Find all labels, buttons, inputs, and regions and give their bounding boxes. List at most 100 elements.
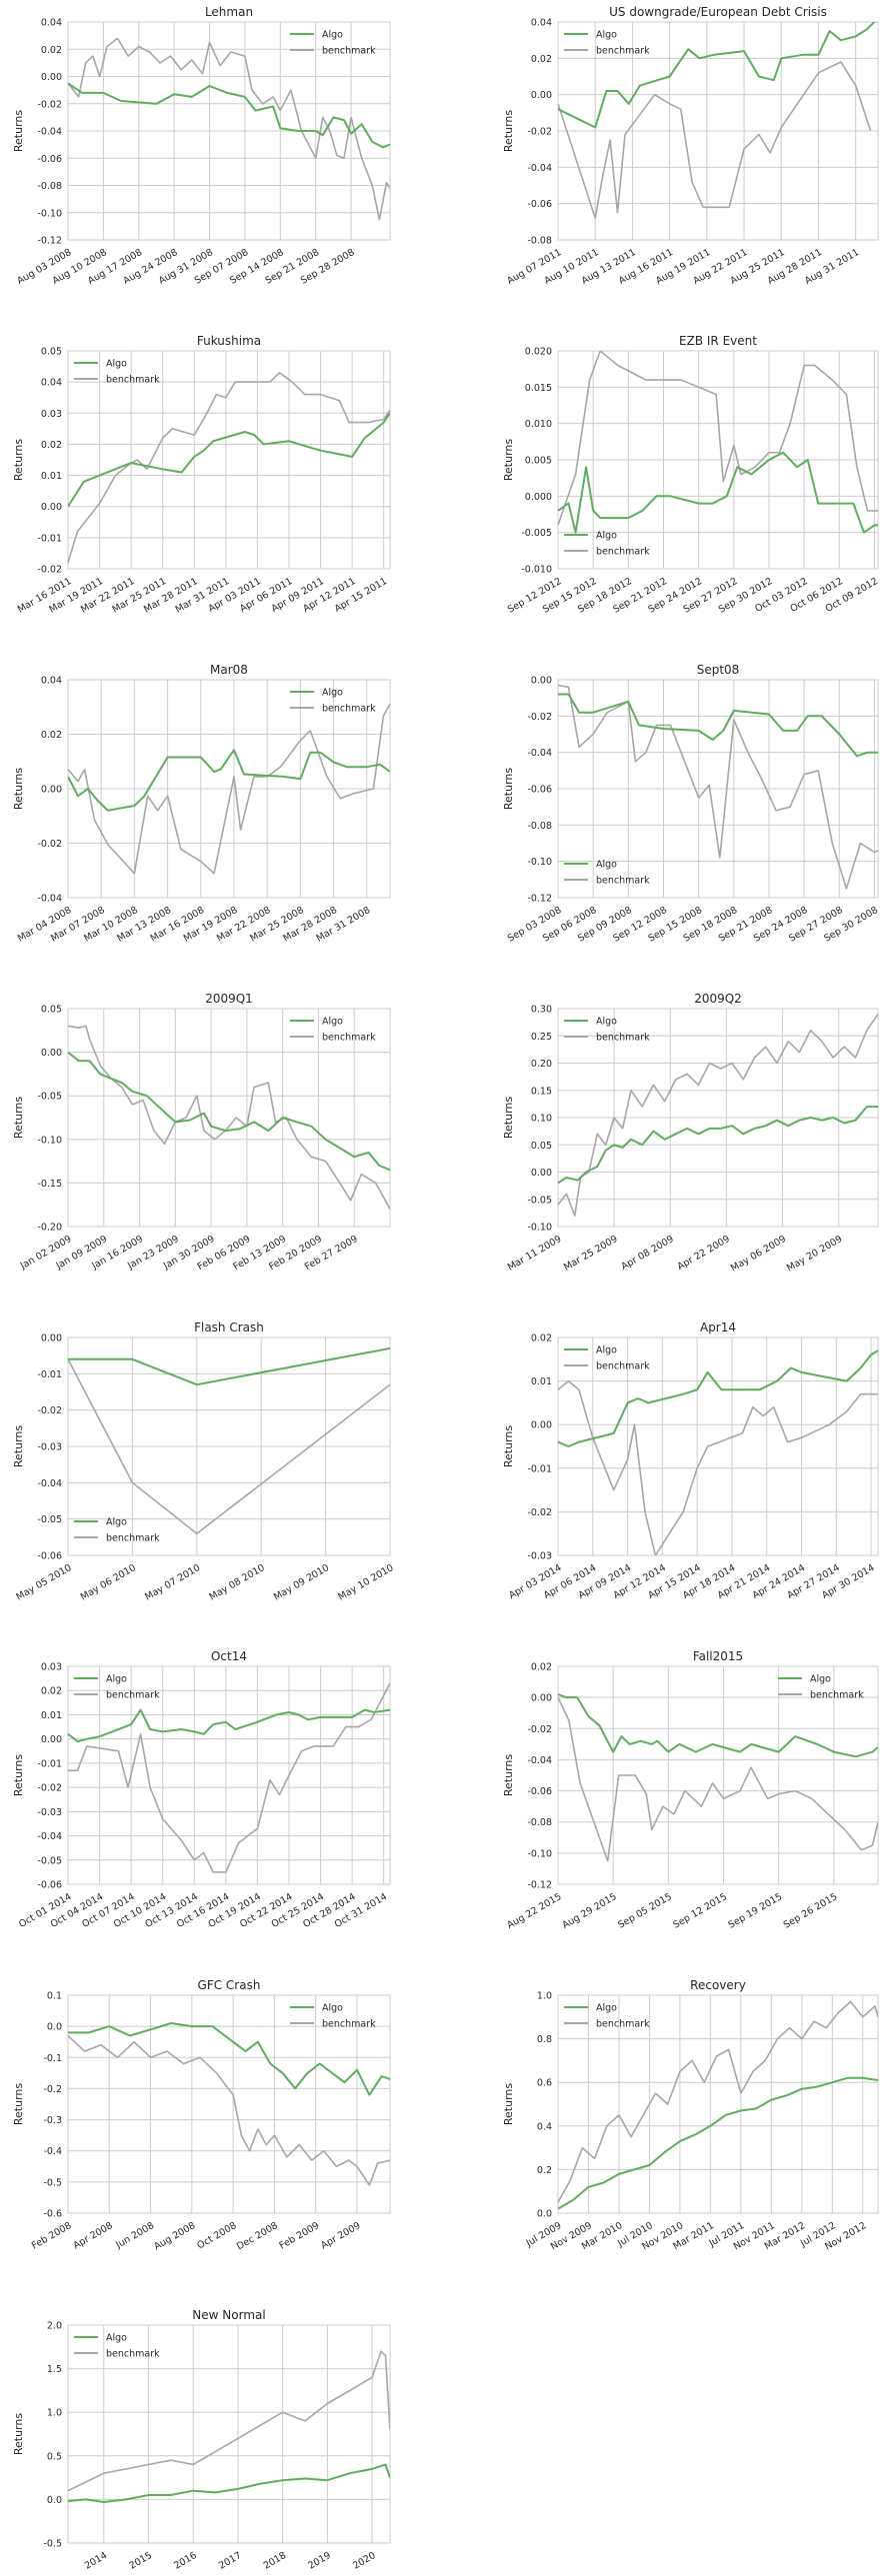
y-tick-label: 0.00 [41,1734,62,1745]
legend-label: Algo [322,2003,343,2014]
legend: Algo benchmark [778,1674,864,1701]
x-tick-label: May 06 2009 [729,1234,788,1275]
y-tick-label: 1.5 [47,2364,62,2375]
x-tick-label: Mar 25 2009 [562,1234,620,1274]
y-tick-label: -0.08 [527,236,552,247]
x-tick-label: Dec 2008 [235,2220,280,2252]
y-tick-label: 0.5 [47,2451,62,2462]
y-tick-label: 0.02 [531,1662,552,1673]
y-tick-label: -0.5 [43,2177,62,2188]
y-tick-label: -0.10 [37,208,62,219]
legend-label: benchmark [810,1690,864,1701]
chart-title: Lehman [205,5,253,19]
y-tick-label: 0.00 [41,502,62,513]
x-tick-label: May 05 2010 [14,1562,73,1603]
algo-series-line [68,1346,390,1386]
legend-label: Algo [596,30,617,41]
y-axis-label: Returns [12,2413,25,2456]
chart-title: Oct14 [211,1649,247,1663]
chart-panel: GFC Crash0.10.0-0.1-0.2-0.3-0.4-0.5-0.6F… [12,1978,391,2252]
legend-label: benchmark [596,2019,650,2030]
chart-title: Fall2015 [693,1649,743,1663]
y-tick-label: -0.10 [527,857,552,868]
chart-panel: 2009Q2 0.30 0.25 0.20 0.15 0.10 0.05 0.00 -0.05 -… [502,992,879,1275]
y-axis-label: Returns [12,768,25,811]
y-tick-label: 0.1 [47,1991,62,2002]
y-tick-label: -0.06 [527,1786,552,1797]
algo-series-line [68,2022,390,2096]
y-tick-label: -0.02 [37,565,62,576]
x-tick-label: Apr 2008 [71,2220,114,2251]
y-tick-label: -0.02 [37,1405,62,1416]
x-tick-label: Mar 11 2009 [506,1234,564,1274]
y-tick-label: 0.8 [537,2034,552,2045]
x-tick-label: Mar 04 2008 [16,905,74,945]
x-tick-label: Apr 2009 [319,2220,362,2251]
y-tick-label: 0.02 [41,45,62,56]
y-tick-label: 0.6 [537,2078,552,2089]
algo-series-line [558,1693,878,1758]
x-tick-label: 2016 [172,2550,198,2572]
y-tick-label: 2.0 [47,2321,62,2332]
y-tick-label: -0.5 [43,2539,62,2550]
y-axis-label: Returns [502,768,515,811]
y-tick-label: -0.15 [37,1179,62,1190]
y-tick-label: 0.20 [531,1059,552,1070]
y-axis-label: Returns [502,1097,515,1140]
legend: Algo benchmark [564,30,650,57]
chart-title: Recovery [690,1978,746,1992]
chart-title: Fukushima [197,334,261,348]
legend: Algo benchmark [564,860,650,887]
y-tick-label: -0.05 [527,1195,552,1206]
y-tick-label: 0.02 [531,1333,552,1344]
y-tick-label: -0.06 [37,1551,62,1562]
chart-panel: Lehman 0.04 0.02 0.00 -0.02 -0.04 -0.06 -0.08 -0… [12,5,391,287]
y-tick-label: -0.04 [37,127,62,138]
y-tick-label: 0.02 [41,1686,62,1697]
y-tick-label: -0.12 [527,1880,552,1891]
y-tick-label: -0.04 [527,1755,552,1766]
y-tick-label: -0.04 [37,1478,62,1489]
y-axis-label: Returns [502,1754,515,1797]
algo-series-line [68,82,390,149]
y-tick-label: -0.06 [527,785,552,796]
legend-label: Algo [810,1674,831,1685]
y-tick-label: -0.05 [37,1514,62,1525]
x-tick-label: May 20 2009 [785,1234,844,1275]
y-tick-label: 0.00 [531,1693,552,1704]
x-tick-label: Jun 2008 [113,2220,156,2251]
plot-area [557,1994,879,2214]
legend-label: benchmark [106,375,160,386]
y-tick-label: 0.01 [41,471,62,482]
y-tick-label: -0.04 [527,748,552,759]
x-tick-label: Oct 2008 [195,2220,238,2251]
chart-panel: Flash Crash 0.00 -0.01 -0.02 -0.03 -0.04 -0.05… [12,1320,396,1603]
chart-title: 2009Q2 [694,992,742,1006]
legend: Algo benchmark [564,2003,650,2030]
y-tick-label: -0.02 [37,99,62,110]
chart-panel: EZB IR Event 0.020 0.015 0.010 0.005 0.000 -0.… [502,334,880,616]
legend-label: benchmark [322,1033,376,1044]
y-tick-label: 0.00 [531,1420,552,1431]
y-tick-label: 0.10 [531,1114,552,1125]
y-tick-label: 0.000 [525,492,552,503]
y-tick-label: 0.04 [41,378,62,389]
y-tick-label: -0.02 [527,1507,552,1518]
algo-series-line [558,451,878,534]
legend-label: Algo [322,30,343,41]
x-tick-label: Feb 2009 [278,2220,322,2252]
y-tick-label: -0.04 [37,1831,62,1842]
y-tick-label: 0.04 [41,676,62,687]
chart-title: Apr14 [700,1320,736,1334]
chart-panel: Fall2015 0.02 0.00 -0.02 -0.04 -0.06 -0.08 -0.1… [502,1649,879,1931]
y-tick-label: -0.06 [37,154,62,165]
legend-label: benchmark [596,876,650,887]
legend-label: Algo [596,2003,617,2014]
y-tick-label: -0.4 [43,2146,62,2157]
x-tick-label: May 08 2010 [208,1562,267,1603]
benchmark-series-line [68,2350,390,2492]
y-tick-label: 0.00 [41,72,62,83]
y-axis-label: Returns [12,110,25,153]
y-tick-label: -0.08 [37,181,62,192]
